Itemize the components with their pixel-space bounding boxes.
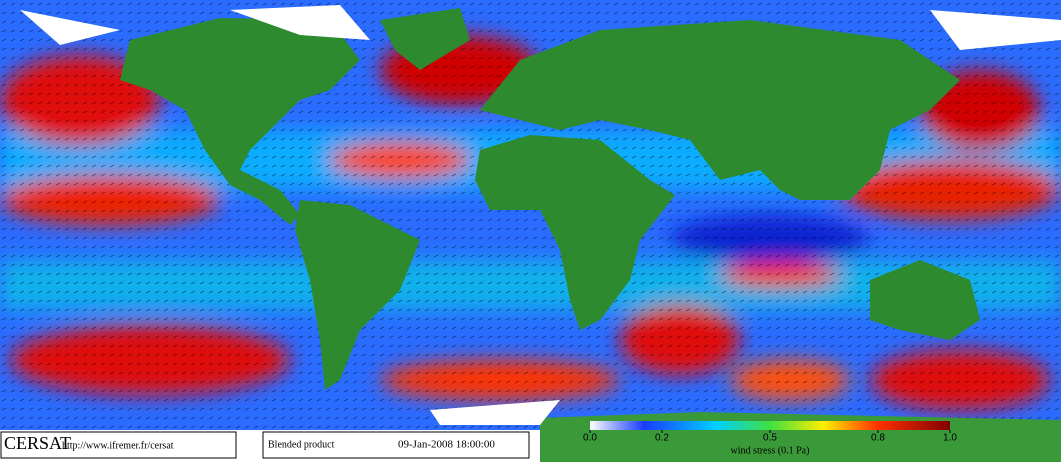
colorbar-label: wind stress (0.1 Pa): [731, 445, 810, 456]
logo-box: [0, 431, 237, 459]
colorbar-tick-label: 0.5: [763, 433, 777, 444]
colorbar-tick-label: 1.0: [943, 433, 957, 444]
colorbar: [590, 421, 950, 430]
colorbar-ticks: 0.0 0.2 0.5 0.8 1.0: [583, 430, 957, 444]
logo: CERSAT: [4, 433, 71, 453]
ice: [20, 5, 1061, 425]
date: 09-Jan-2008 18:00:00: [398, 439, 495, 451]
product-box: [262, 431, 530, 459]
colorbar-tick-label: 0.0: [583, 433, 597, 444]
land: [120, 8, 1061, 462]
colorbar-tick-label: 0.8: [871, 433, 885, 444]
colorbar-tick-label: 0.2: [655, 433, 669, 444]
url: http://www.ifremer.fr/cersat: [62, 440, 174, 451]
product: Blended product: [268, 439, 335, 450]
